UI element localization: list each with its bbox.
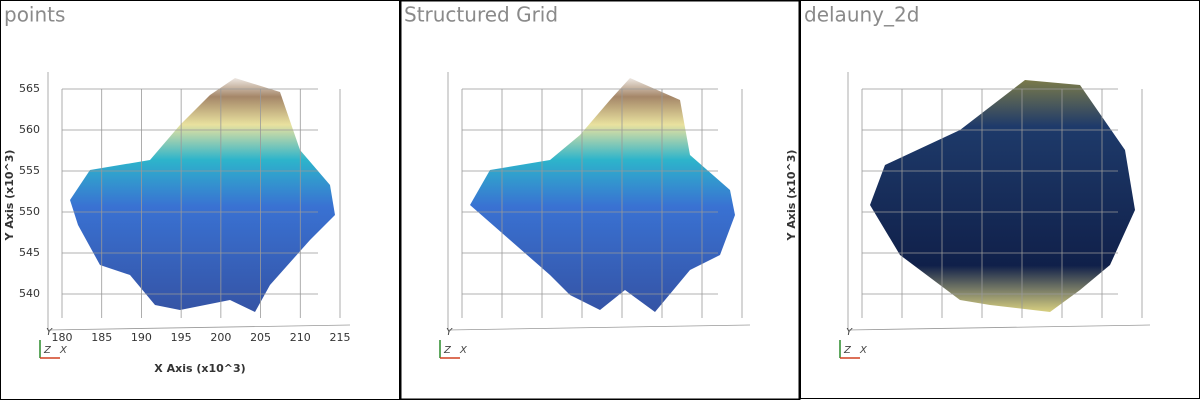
terrain-delaunay — [870, 80, 1135, 312]
orient-z-label: Z — [443, 345, 452, 356]
orient-y-label: Y — [46, 327, 53, 338]
x-axis-label: X Axis (x10^3) — [154, 362, 245, 375]
y-tick-label: 555 — [19, 164, 40, 177]
y-tick-label: 545 — [19, 246, 40, 259]
x-tick-label: 210 — [290, 331, 311, 344]
y-tick-label: 560 — [19, 123, 40, 136]
terrain-grid — [470, 78, 735, 312]
terrain-points — [70, 78, 335, 312]
grid-decor — [847, 324, 1151, 331]
panel-title: points — [4, 3, 65, 27]
x-tick-label: 190 — [131, 331, 152, 344]
y-tick-label: 565 — [19, 82, 40, 95]
grid-decor — [47, 324, 351, 331]
orient-z-label: Z — [43, 345, 52, 356]
orient-x-label: X — [459, 345, 468, 356]
x-tick-label: 205 — [250, 331, 271, 344]
y-axis-label: Y Axis (x10^3) — [785, 150, 798, 242]
y-axis-label: Y Axis (x10^3) — [3, 150, 16, 242]
orient-z-label: Z — [843, 345, 852, 356]
grid-decor — [447, 324, 751, 331]
x-tick-label: 200 — [210, 331, 231, 344]
x-tick-label: 195 — [171, 331, 192, 344]
annotations: points 540 545 550 555 560 565 180 185 190 195 200 2… — [3, 3, 1151, 375]
panel-title: delauny_2d — [804, 3, 919, 27]
y-tick-label: 550 — [19, 205, 40, 218]
orient-x-label: X — [859, 345, 868, 356]
orient-y-label: Y — [846, 327, 853, 338]
y-tick-label: 540 — [19, 287, 40, 300]
x-tick-label: 215 — [330, 331, 351, 344]
panel-title: Structured Grid — [404, 3, 558, 27]
orient-x-label: X — [59, 345, 68, 356]
x-tick-label: 185 — [91, 331, 112, 344]
orient-y-label: Y — [446, 327, 453, 338]
x-tick-label: 180 — [52, 331, 73, 344]
